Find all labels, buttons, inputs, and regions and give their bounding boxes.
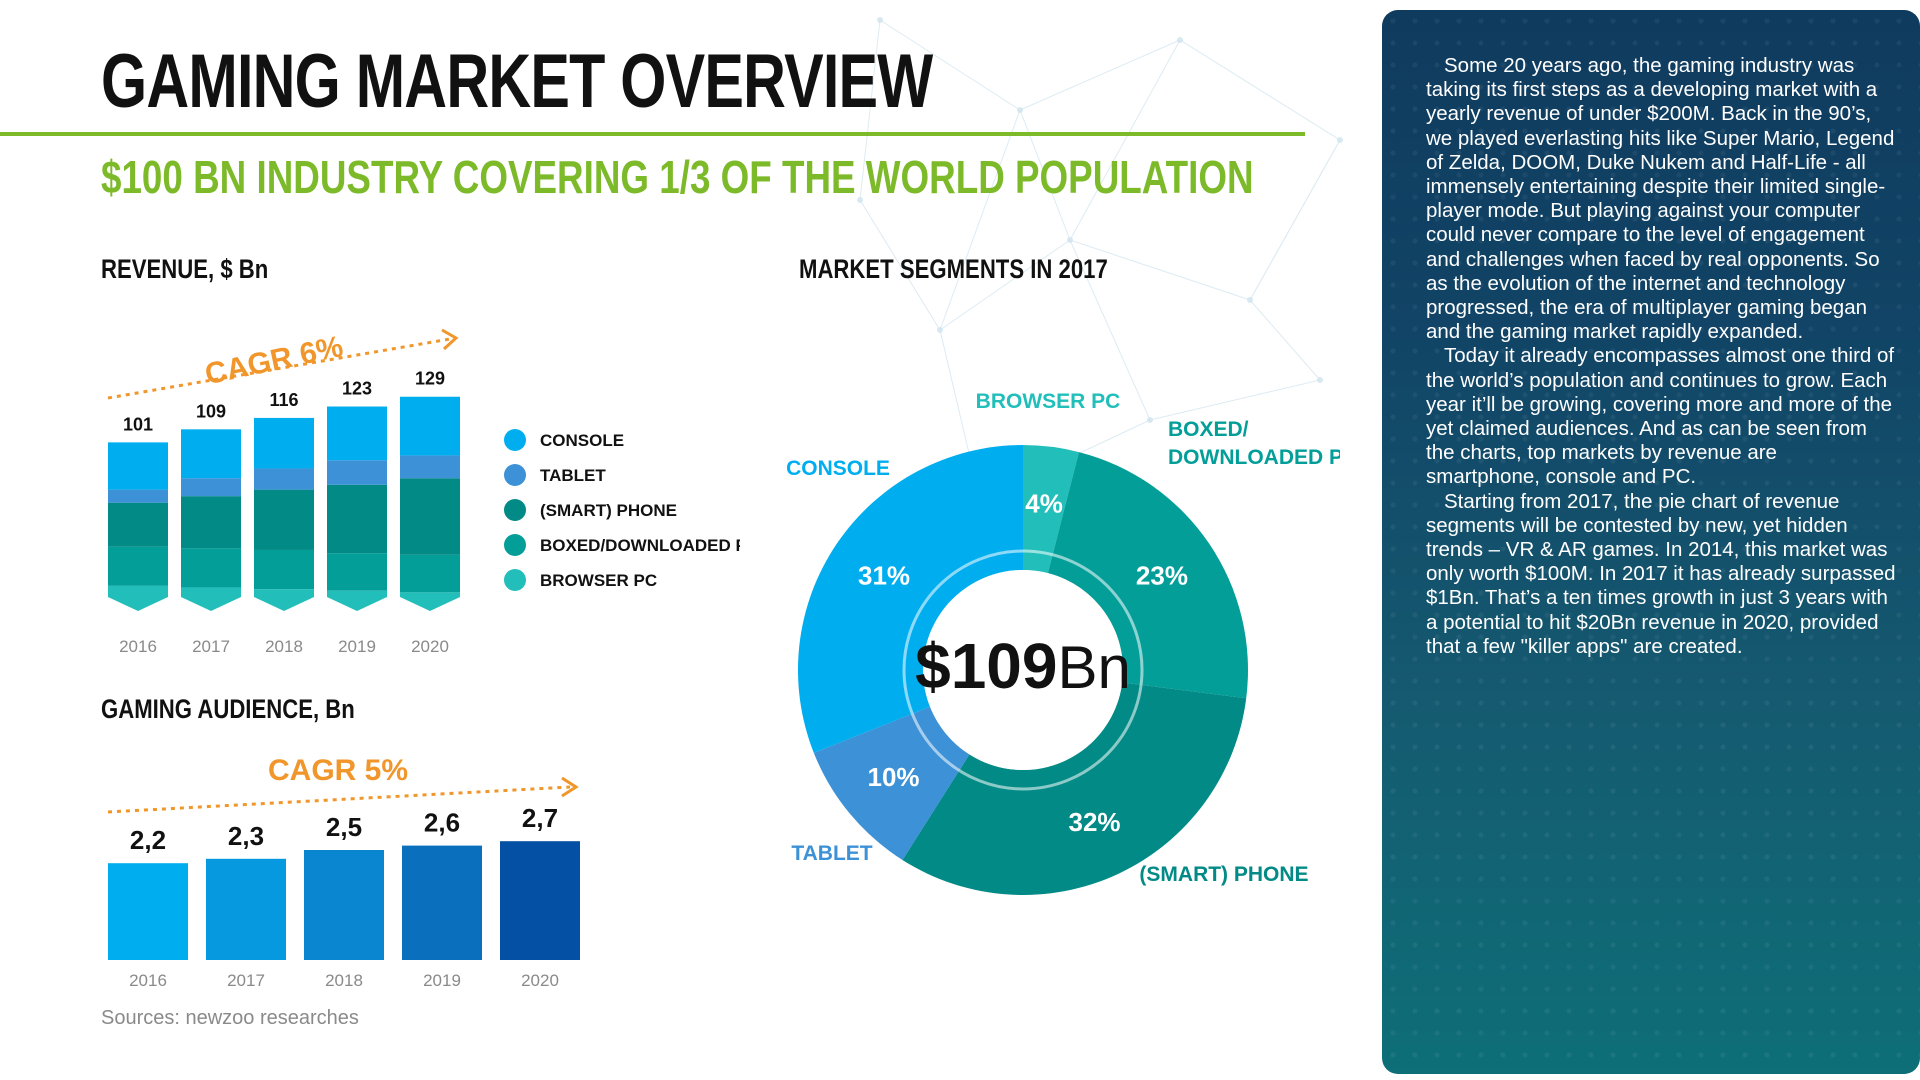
donut-center	[923, 570, 1123, 770]
audience-year-label: 2017	[227, 971, 265, 990]
revenue-segment-tablet	[181, 478, 241, 497]
revenue-year-label: 2020	[411, 637, 449, 656]
description-panel: Some 20 years ago, the gaming industry w…	[1382, 10, 1920, 1074]
market-segments-title: MARKET SEGMENTS IN 2017	[799, 254, 1108, 284]
revenue-year-label: 2016	[119, 637, 157, 656]
audience-bar	[206, 858, 286, 960]
audience-value-label: 2,3	[228, 821, 264, 851]
audience-value-label: 2,2	[130, 825, 166, 855]
legend-swatch-smart-phone	[504, 499, 526, 521]
revenue-total-label: 129	[415, 369, 445, 389]
legend-label-browser-pc: BROWSER PC	[540, 571, 657, 590]
audience-bar	[500, 841, 580, 960]
legend-swatch-tablet	[504, 464, 526, 486]
revenue-segment-boxed-downloaded-pc	[181, 548, 241, 588]
revenue-segment-console	[254, 417, 314, 469]
donut-center-label: $109Bn	[915, 630, 1131, 702]
revenue-segment-smart-phone	[108, 502, 168, 547]
description-text: Some 20 years ago, the gaming industry w…	[1426, 54, 1896, 659]
revenue-segment-tablet	[108, 489, 168, 503]
revenue-segment-smart-phone	[327, 484, 387, 554]
revenue-segment-smart-phone	[181, 496, 241, 549]
donut-inner-ring	[902, 549, 1144, 791]
revenue-segment-console	[327, 406, 387, 461]
legend-label-boxed-downloaded-pc: BOXED/DOWNLOADED PC	[540, 536, 740, 555]
legend-label-smart-phone: (SMART) PHONE	[540, 501, 677, 520]
donut-slice-smart-phone	[902, 682, 1247, 896]
donut-slice-console	[798, 444, 1023, 753]
revenue-chart-title: REVENUE, $ Bn	[101, 254, 269, 284]
revenue-chart: CAGR 6% 101 2016 109 2017 116 2018 123 2019 129 2…	[107, 328, 740, 656]
revenue-segment-smart-phone	[254, 489, 314, 550]
revenue-year-label: 2017	[192, 637, 230, 656]
audience-cagr-label: CAGR 5%	[268, 754, 408, 787]
donut-segment-label-browser-pc: BROWSER PC	[976, 390, 1121, 413]
revenue-segment-browser-pc	[108, 585, 168, 611]
revenue-segment-tablet	[254, 468, 314, 490]
legend-label-console: CONSOLE	[540, 431, 624, 450]
donut-segment-label-boxed-downloaded-pc: BOXED/	[1168, 418, 1249, 441]
audience-value-label: 2,6	[424, 808, 460, 838]
revenue-year-label: 2019	[338, 637, 376, 656]
donut-segment-label-smart-phone: (SMART) PHONE	[1139, 863, 1308, 886]
legend-swatch-boxed-downloaded-pc	[504, 534, 526, 556]
donut-percent-label: 4%	[1025, 488, 1063, 518]
donut-percent-label: 23%	[1136, 561, 1188, 591]
title-divider	[0, 132, 1305, 136]
audience-chart: CAGR 5% 2,2 2016 2,3 2017 2,5 2018 2,6 2019 2,7 2…	[107, 754, 580, 990]
donut-percent-label: 31%	[858, 561, 910, 591]
revenue-cagr-arrow	[107, 328, 459, 400]
donut-percent-label: 10%	[868, 762, 920, 792]
revenue-segment-console	[181, 429, 241, 479]
revenue-segment-browser-pc	[254, 589, 314, 611]
page-title: GAMING MARKET OVERVIEW	[101, 39, 933, 124]
donut-slice-boxed-downloaded-pc	[1047, 452, 1248, 699]
revenue-total-label: 101	[123, 414, 153, 434]
revenue-segment-browser-pc	[327, 590, 387, 611]
revenue-segment-boxed-downloaded-pc	[254, 549, 314, 590]
audience-chart-title: GAMING AUDIENCE, Bn	[101, 694, 355, 724]
revenue-segment-boxed-downloaded-pc	[327, 553, 387, 591]
revenue-segment-boxed-downloaded-pc	[400, 554, 460, 593]
page-subtitle: $100 BN INDUSTRY COVERING 1/3 OF THE WOR…	[101, 151, 1254, 203]
audience-year-label: 2019	[423, 971, 461, 990]
revenue-total-label: 116	[269, 390, 298, 410]
audience-bar	[402, 845, 482, 960]
revenue-segment-browser-pc	[181, 587, 241, 611]
revenue-total-label: 109	[196, 401, 226, 421]
donut-segment-label-console: CONSOLE	[786, 457, 890, 480]
revenue-segment-console	[108, 442, 168, 490]
revenue-segment-boxed-downloaded-pc	[108, 546, 168, 586]
revenue-segment-tablet	[400, 455, 460, 479]
audience-value-label: 2,7	[522, 803, 558, 833]
revenue-segment-tablet	[327, 460, 387, 485]
legend-swatch-console	[504, 429, 526, 451]
revenue-cagr-label: CAGR 6%	[202, 330, 346, 391]
donut-percent-label: 32%	[1069, 807, 1121, 837]
legend-swatch-browser-pc	[504, 569, 526, 591]
revenue-year-label: 2018	[265, 637, 303, 656]
revenue-segment-browser-pc	[400, 592, 460, 611]
paragraph-2: Today it already encompasses almost one …	[1426, 344, 1895, 489]
audience-cagr-arrow	[107, 776, 579, 814]
revenue-total-label: 123	[342, 379, 372, 399]
paragraph-1: Some 20 years ago, the gaming industry w…	[1426, 54, 1895, 344]
audience-year-label: 2018	[325, 971, 363, 990]
market-segments-donut: $109Bn 4% BROWSER PC 23% BOXED/DOWNLOADED P…	[786, 390, 1340, 896]
donut-segment-label-boxed-downloaded-pc: DOWNLOADED PC	[1168, 446, 1340, 469]
donut-segment-label-tablet: TABLET	[791, 842, 872, 865]
audience-year-label: 2020	[521, 971, 559, 990]
audience-value-label: 2,5	[326, 812, 362, 842]
audience-bar	[304, 850, 384, 960]
audience-year-label: 2016	[129, 971, 167, 990]
revenue-segment-console	[400, 396, 460, 456]
paragraph-3: Starting from 2017, the pie chart of rev…	[1426, 489, 1896, 658]
legend-label-tablet: TABLET	[540, 466, 606, 485]
revenue-segment-smart-phone	[400, 478, 460, 555]
audience-bar	[108, 863, 188, 960]
donut-slice-browser-pc	[1023, 445, 1079, 574]
sources-note: Sources: newzoo researches	[101, 1007, 359, 1029]
